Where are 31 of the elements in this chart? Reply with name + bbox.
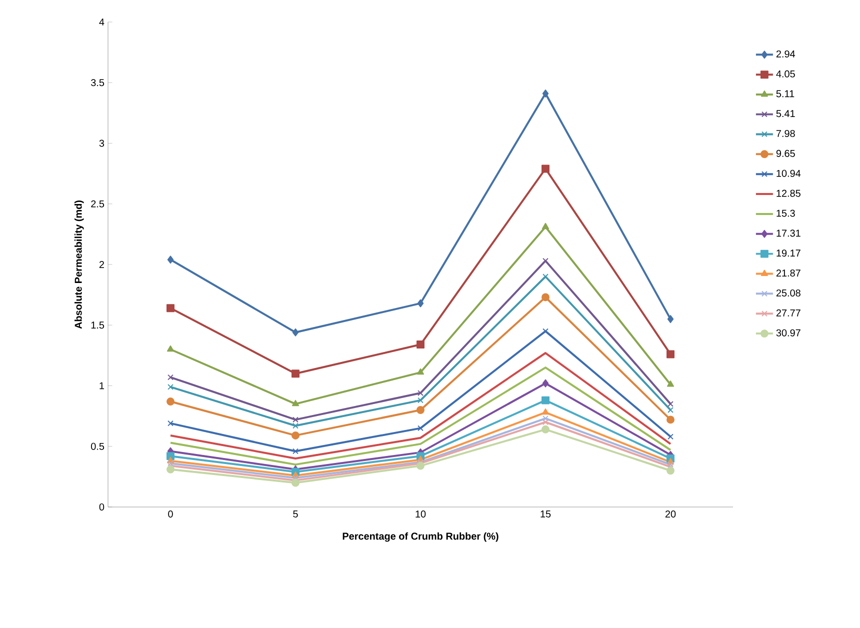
y-tick-label: 1 — [100, 382, 104, 390]
legend-label: 30.97 — [776, 329, 800, 336]
legend-label: 5.41 — [776, 110, 795, 118]
y-tick-label: 4 — [99, 18, 104, 26]
y-axis-title: Absolute Permeability (md) — [74, 200, 84, 329]
legend-label: 12.85 — [776, 190, 800, 197]
legend-label: 4.05 — [776, 70, 795, 78]
legend-label: 17.31 — [776, 230, 800, 237]
y-tick-label: 2.5 — [91, 200, 104, 208]
legend-label: 21.87 — [776, 270, 800, 277]
legend-label: 25.08 — [776, 289, 800, 297]
y-tick-label: 2 — [99, 261, 104, 268]
legend-label: 2.94 — [776, 50, 796, 58]
x-tick-label: 15 — [540, 510, 551, 518]
x-axis-title: Percentage of Crumb Rubber (%) — [342, 532, 498, 542]
x-tick-label: 20 — [665, 510, 676, 518]
legend-label: 5.11 — [776, 90, 794, 98]
y-tick-label: 0 — [99, 503, 104, 511]
legend-label: 7.98 — [776, 130, 795, 138]
x-tick-label: 0 — [168, 510, 173, 518]
y-tick-label: 1.5 — [91, 322, 104, 329]
x-tick-label: 10 — [416, 510, 426, 518]
legend-label: 10.94 — [776, 170, 801, 177]
legend-label: 9.65 — [776, 150, 795, 157]
legend-label: 19.17 — [776, 250, 800, 257]
y-tick-label: 3.5 — [91, 79, 104, 86]
legend-label: 27.77 — [776, 309, 800, 316]
y-tick-label: 3 — [99, 140, 104, 147]
y-tick-label: 0.5 — [91, 442, 104, 450]
legend-label: 15.3 — [776, 210, 795, 217]
x-tick-label: 5 — [293, 510, 298, 518]
